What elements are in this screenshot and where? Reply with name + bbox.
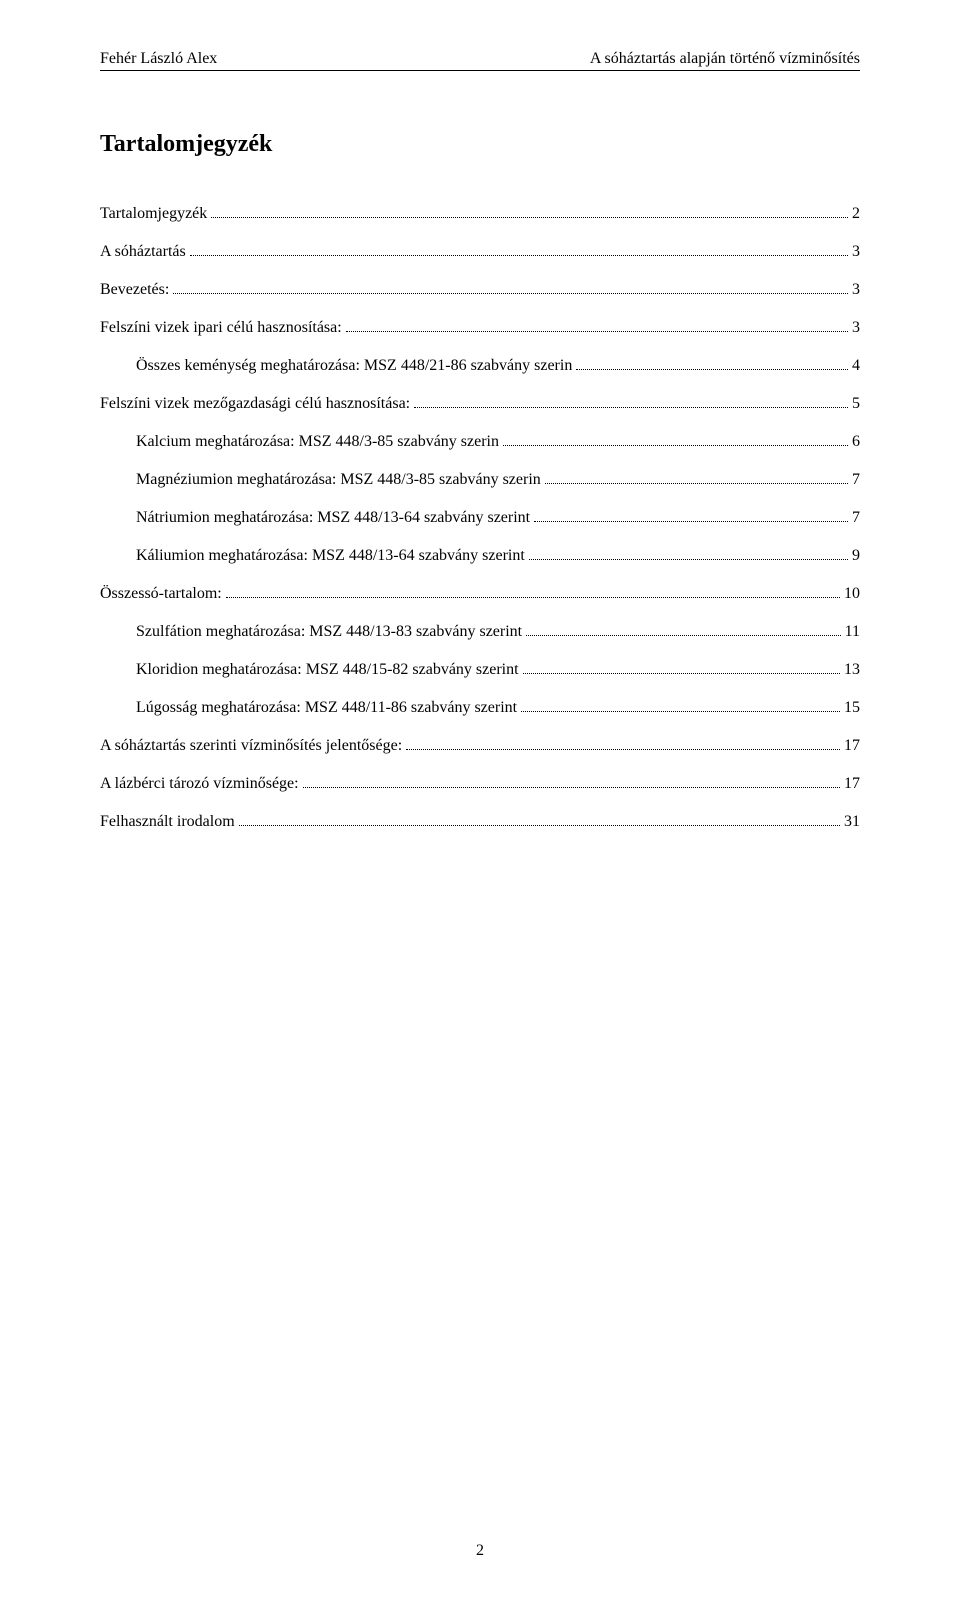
toc-page-number: 7 xyxy=(852,464,860,496)
toc-label: Tartalomjegyzék xyxy=(100,198,207,230)
toc-label: A sóháztartás xyxy=(100,236,186,268)
toc-leader-dots xyxy=(173,280,848,294)
header-doc-title: A sóháztartás alapján történő vízminősít… xyxy=(590,50,860,68)
toc-leader-dots xyxy=(190,242,848,256)
toc-label: Felhasznált irodalom xyxy=(100,806,235,838)
toc-row: Bevezetés: 3 xyxy=(100,274,860,306)
toc-page-number: 3 xyxy=(852,312,860,344)
toc-leader-dots xyxy=(239,812,840,826)
toc-leader-dots xyxy=(576,356,848,370)
table-of-contents: Tartalomjegyzék 2A sóháztartás 3Bevezeté… xyxy=(100,198,860,838)
toc-leader-dots xyxy=(503,432,848,446)
toc-page-number: 5 xyxy=(852,388,860,420)
toc-leader-dots xyxy=(414,394,848,408)
toc-leader-dots xyxy=(523,660,840,674)
toc-row: Összes keménység meghatározása: MSZ 448/… xyxy=(100,350,860,382)
toc-page-number: 17 xyxy=(844,768,860,800)
toc-row: A sóháztartás szerinti vízminősítés jele… xyxy=(100,730,860,762)
toc-row: Kloridion meghatározása: MSZ 448/15-82 s… xyxy=(100,654,860,686)
toc-label: Felszíni vizek ipari célú hasznosítása: xyxy=(100,312,342,344)
toc-leader-dots xyxy=(406,736,840,750)
toc-label: A lázbérci tározó vízminősége: xyxy=(100,768,299,800)
toc-page-number: 6 xyxy=(852,426,860,458)
toc-row: Felszíni vizek mezőgazdasági célú haszno… xyxy=(100,388,860,420)
toc-leader-dots xyxy=(521,698,840,712)
toc-page-number: 31 xyxy=(844,806,860,838)
toc-leader-dots xyxy=(526,622,840,636)
toc-row: Felszíni vizek ipari célú hasznosítása: … xyxy=(100,312,860,344)
toc-row: Tartalomjegyzék 2 xyxy=(100,198,860,230)
toc-page-number: 13 xyxy=(844,654,860,686)
toc-row: Szulfátion meghatározása: MSZ 448/13-83 … xyxy=(100,616,860,648)
toc-label: Nátriumion meghatározása: MSZ 448/13-64 … xyxy=(136,502,530,534)
toc-leader-dots xyxy=(226,584,840,598)
page-header: Fehér László Alex A sóháztartás alapján … xyxy=(100,50,860,71)
toc-leader-dots xyxy=(529,546,848,560)
toc-leader-dots xyxy=(534,508,848,522)
toc-label: Összes keménység meghatározása: MSZ 448/… xyxy=(136,350,572,382)
toc-label: Felszíni vizek mezőgazdasági célú haszno… xyxy=(100,388,410,420)
toc-page-number: 4 xyxy=(852,350,860,382)
toc-label: Szulfátion meghatározása: MSZ 448/13-83 … xyxy=(136,616,522,648)
toc-label: Kalcium meghatározása: MSZ 448/3-85 szab… xyxy=(136,426,499,458)
toc-row: Lúgosság meghatározása: MSZ 448/11-86 sz… xyxy=(100,692,860,724)
toc-label: Magnéziumion meghatározása: MSZ 448/3-85… xyxy=(136,464,541,496)
toc-leader-dots xyxy=(303,774,840,788)
toc-page-number: 15 xyxy=(844,692,860,724)
header-author: Fehér László Alex xyxy=(100,50,217,68)
toc-row: Nátriumion meghatározása: MSZ 448/13-64 … xyxy=(100,502,860,534)
toc-page-number: 2 xyxy=(852,198,860,230)
toc-page-number: 9 xyxy=(852,540,860,572)
toc-label: Lúgosság meghatározása: MSZ 448/11-86 sz… xyxy=(136,692,517,724)
toc-row: Káliumion meghatározása: MSZ 448/13-64 s… xyxy=(100,540,860,572)
toc-row: A sóháztartás 3 xyxy=(100,236,860,268)
toc-row: Kalcium meghatározása: MSZ 448/3-85 szab… xyxy=(100,426,860,458)
page-number: 2 xyxy=(0,1542,960,1560)
toc-leader-dots xyxy=(346,318,848,332)
toc-label: Kloridion meghatározása: MSZ 448/15-82 s… xyxy=(136,654,519,686)
toc-row: Felhasznált irodalom 31 xyxy=(100,806,860,838)
toc-page-number: 17 xyxy=(844,730,860,762)
toc-label: A sóháztartás szerinti vízminősítés jele… xyxy=(100,730,402,762)
toc-page-number: 7 xyxy=(852,502,860,534)
toc-row: Összessó-tartalom: 10 xyxy=(100,578,860,610)
toc-label: Bevezetés: xyxy=(100,274,169,306)
toc-label: Összessó-tartalom: xyxy=(100,578,222,610)
toc-row: A lázbérci tározó vízminősége: 17 xyxy=(100,768,860,800)
toc-leader-dots xyxy=(211,204,848,218)
toc-row: Magnéziumion meghatározása: MSZ 448/3-85… xyxy=(100,464,860,496)
toc-page-number: 11 xyxy=(845,616,860,648)
toc-page-number: 3 xyxy=(852,236,860,268)
toc-page-number: 3 xyxy=(852,274,860,306)
page-title: Tartalomjegyzék xyxy=(100,131,860,158)
toc-leader-dots xyxy=(545,470,848,484)
toc-label: Káliumion meghatározása: MSZ 448/13-64 s… xyxy=(136,540,525,572)
toc-page-number: 10 xyxy=(844,578,860,610)
